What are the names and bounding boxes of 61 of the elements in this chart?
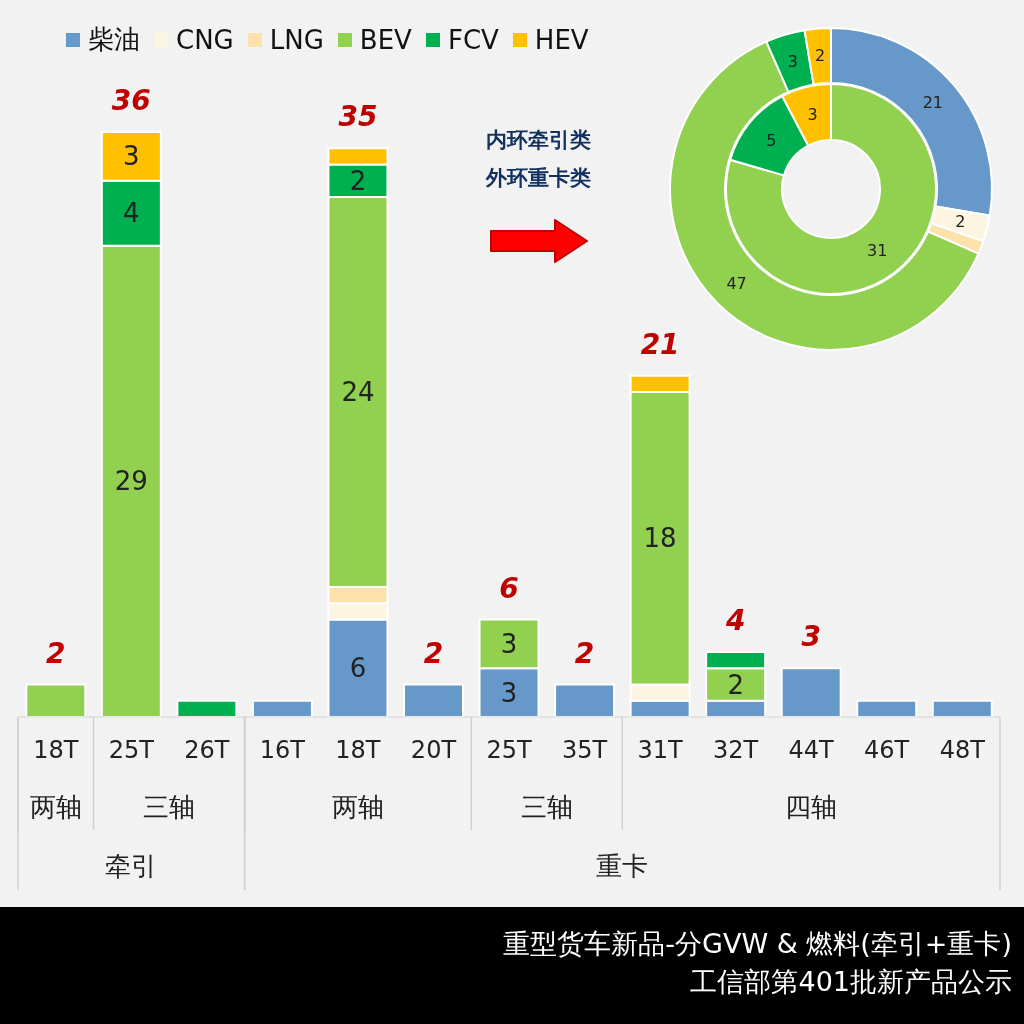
text: 重型货车新品-分GVW & 燃料(牵引+重卡) bbox=[502, 927, 1012, 961]
data-label: 3 bbox=[787, 51, 798, 71]
legend-label: CNG bbox=[176, 24, 234, 55]
data-label: 3 bbox=[500, 677, 518, 708]
x-tick-label: 35T bbox=[561, 736, 608, 765]
text: 三轴 bbox=[520, 792, 573, 822]
total-label: 3 bbox=[801, 620, 821, 654]
data-label: 6 bbox=[349, 653, 367, 684]
annotation: 内环牵引类 bbox=[485, 128, 591, 152]
x-tick-label: 46T bbox=[864, 736, 910, 765]
text: 牵引 bbox=[105, 851, 158, 881]
data-label: 24 bbox=[341, 377, 375, 407]
data-label: 21 bbox=[922, 93, 944, 113]
annotation: 外环重卡类 bbox=[484, 166, 591, 190]
data-label: 3 bbox=[123, 141, 140, 172]
bar bbox=[554, 683, 616, 718]
text: 两轴 bbox=[29, 792, 82, 822]
x-tick-label: 18T bbox=[33, 736, 79, 765]
total-label: 4 bbox=[724, 604, 746, 637]
total-label: 21 bbox=[640, 327, 680, 361]
x-tick-label: 44T bbox=[788, 736, 835, 765]
text: 重卡 bbox=[596, 851, 649, 881]
x-tick-label: 26T bbox=[184, 736, 230, 765]
bar bbox=[403, 683, 464, 718]
data-label: 2 bbox=[955, 212, 966, 232]
total-label: 35 bbox=[338, 100, 378, 134]
text: 两轴 bbox=[331, 792, 384, 822]
x-tick-label: 20T bbox=[410, 736, 457, 765]
x-tick-label: 48T bbox=[939, 736, 986, 765]
bar bbox=[25, 683, 87, 718]
x-tick-label: 32T bbox=[713, 736, 759, 765]
legend-label: BEV bbox=[359, 24, 412, 55]
text: 四轴 bbox=[785, 792, 838, 822]
data-label: 2 bbox=[727, 669, 744, 700]
data-label: 47 bbox=[726, 273, 747, 293]
legend-label: FCV bbox=[447, 24, 499, 55]
data-label: 3 bbox=[807, 104, 818, 124]
x-tick-label: 18T bbox=[335, 736, 381, 765]
x-tick-label: 31T bbox=[637, 736, 684, 765]
legend-label: 柴油 bbox=[88, 23, 140, 56]
total-label: 2 bbox=[423, 636, 444, 670]
data-label: 4 bbox=[123, 198, 140, 229]
data-label: 29 bbox=[114, 466, 148, 497]
text: 三轴 bbox=[143, 792, 196, 822]
total-label: 2 bbox=[46, 636, 66, 670]
x-tick-label: 25T bbox=[108, 736, 155, 765]
data-label: 5 bbox=[766, 130, 777, 150]
legend-label: LNG bbox=[269, 24, 324, 55]
total-label: 36 bbox=[111, 84, 151, 117]
data-label: 2 bbox=[349, 165, 367, 196]
data-label: 18 bbox=[643, 523, 677, 554]
legend-label: HEV bbox=[534, 24, 589, 55]
data-label: 2 bbox=[814, 46, 826, 66]
total-label: 6 bbox=[499, 571, 519, 605]
bar bbox=[780, 667, 842, 718]
text: 工信部第401批新产品公示 bbox=[689, 965, 1012, 999]
total-label: 2 bbox=[574, 636, 595, 670]
x-tick-label: 25T bbox=[486, 736, 532, 765]
data-label: 3 bbox=[500, 628, 518, 659]
x-tick-label: 16T bbox=[259, 736, 306, 765]
data-label: 31 bbox=[867, 241, 888, 261]
